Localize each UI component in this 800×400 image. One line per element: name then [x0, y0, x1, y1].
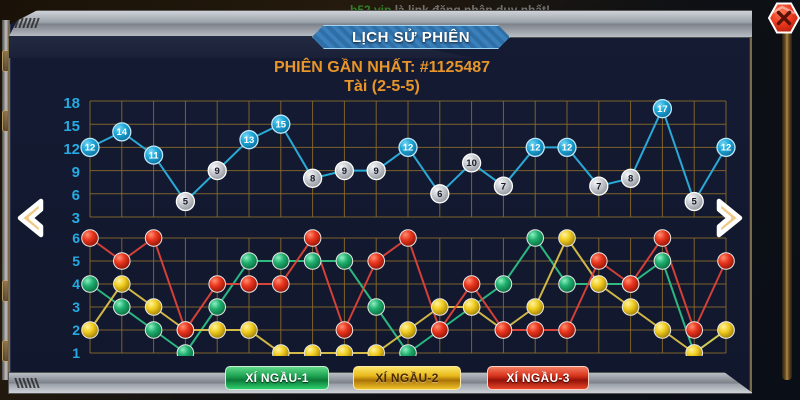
svg-text:8: 8: [628, 174, 633, 185]
svg-text:13: 13: [244, 135, 255, 146]
svg-text:15: 15: [276, 119, 287, 130]
svg-text:12: 12: [403, 143, 414, 154]
svg-text:9: 9: [215, 166, 220, 177]
svg-text:9: 9: [374, 166, 379, 177]
svg-text:10: 10: [466, 158, 477, 169]
svg-text:12: 12: [721, 143, 732, 154]
svg-text:17: 17: [657, 104, 668, 115]
svg-text:12: 12: [530, 143, 541, 154]
svg-text:8: 8: [310, 174, 315, 185]
svg-text:9: 9: [342, 166, 347, 177]
svg-text:12: 12: [562, 143, 573, 154]
svg-text:5: 5: [692, 197, 698, 208]
svg-text:11: 11: [149, 150, 160, 161]
svg-text:6: 6: [437, 189, 442, 200]
svg-text:14: 14: [117, 127, 128, 138]
svg-text:7: 7: [596, 181, 601, 192]
svg-text:12: 12: [85, 143, 96, 154]
svg-text:7: 7: [501, 181, 506, 192]
svg-text:5: 5: [183, 197, 189, 208]
